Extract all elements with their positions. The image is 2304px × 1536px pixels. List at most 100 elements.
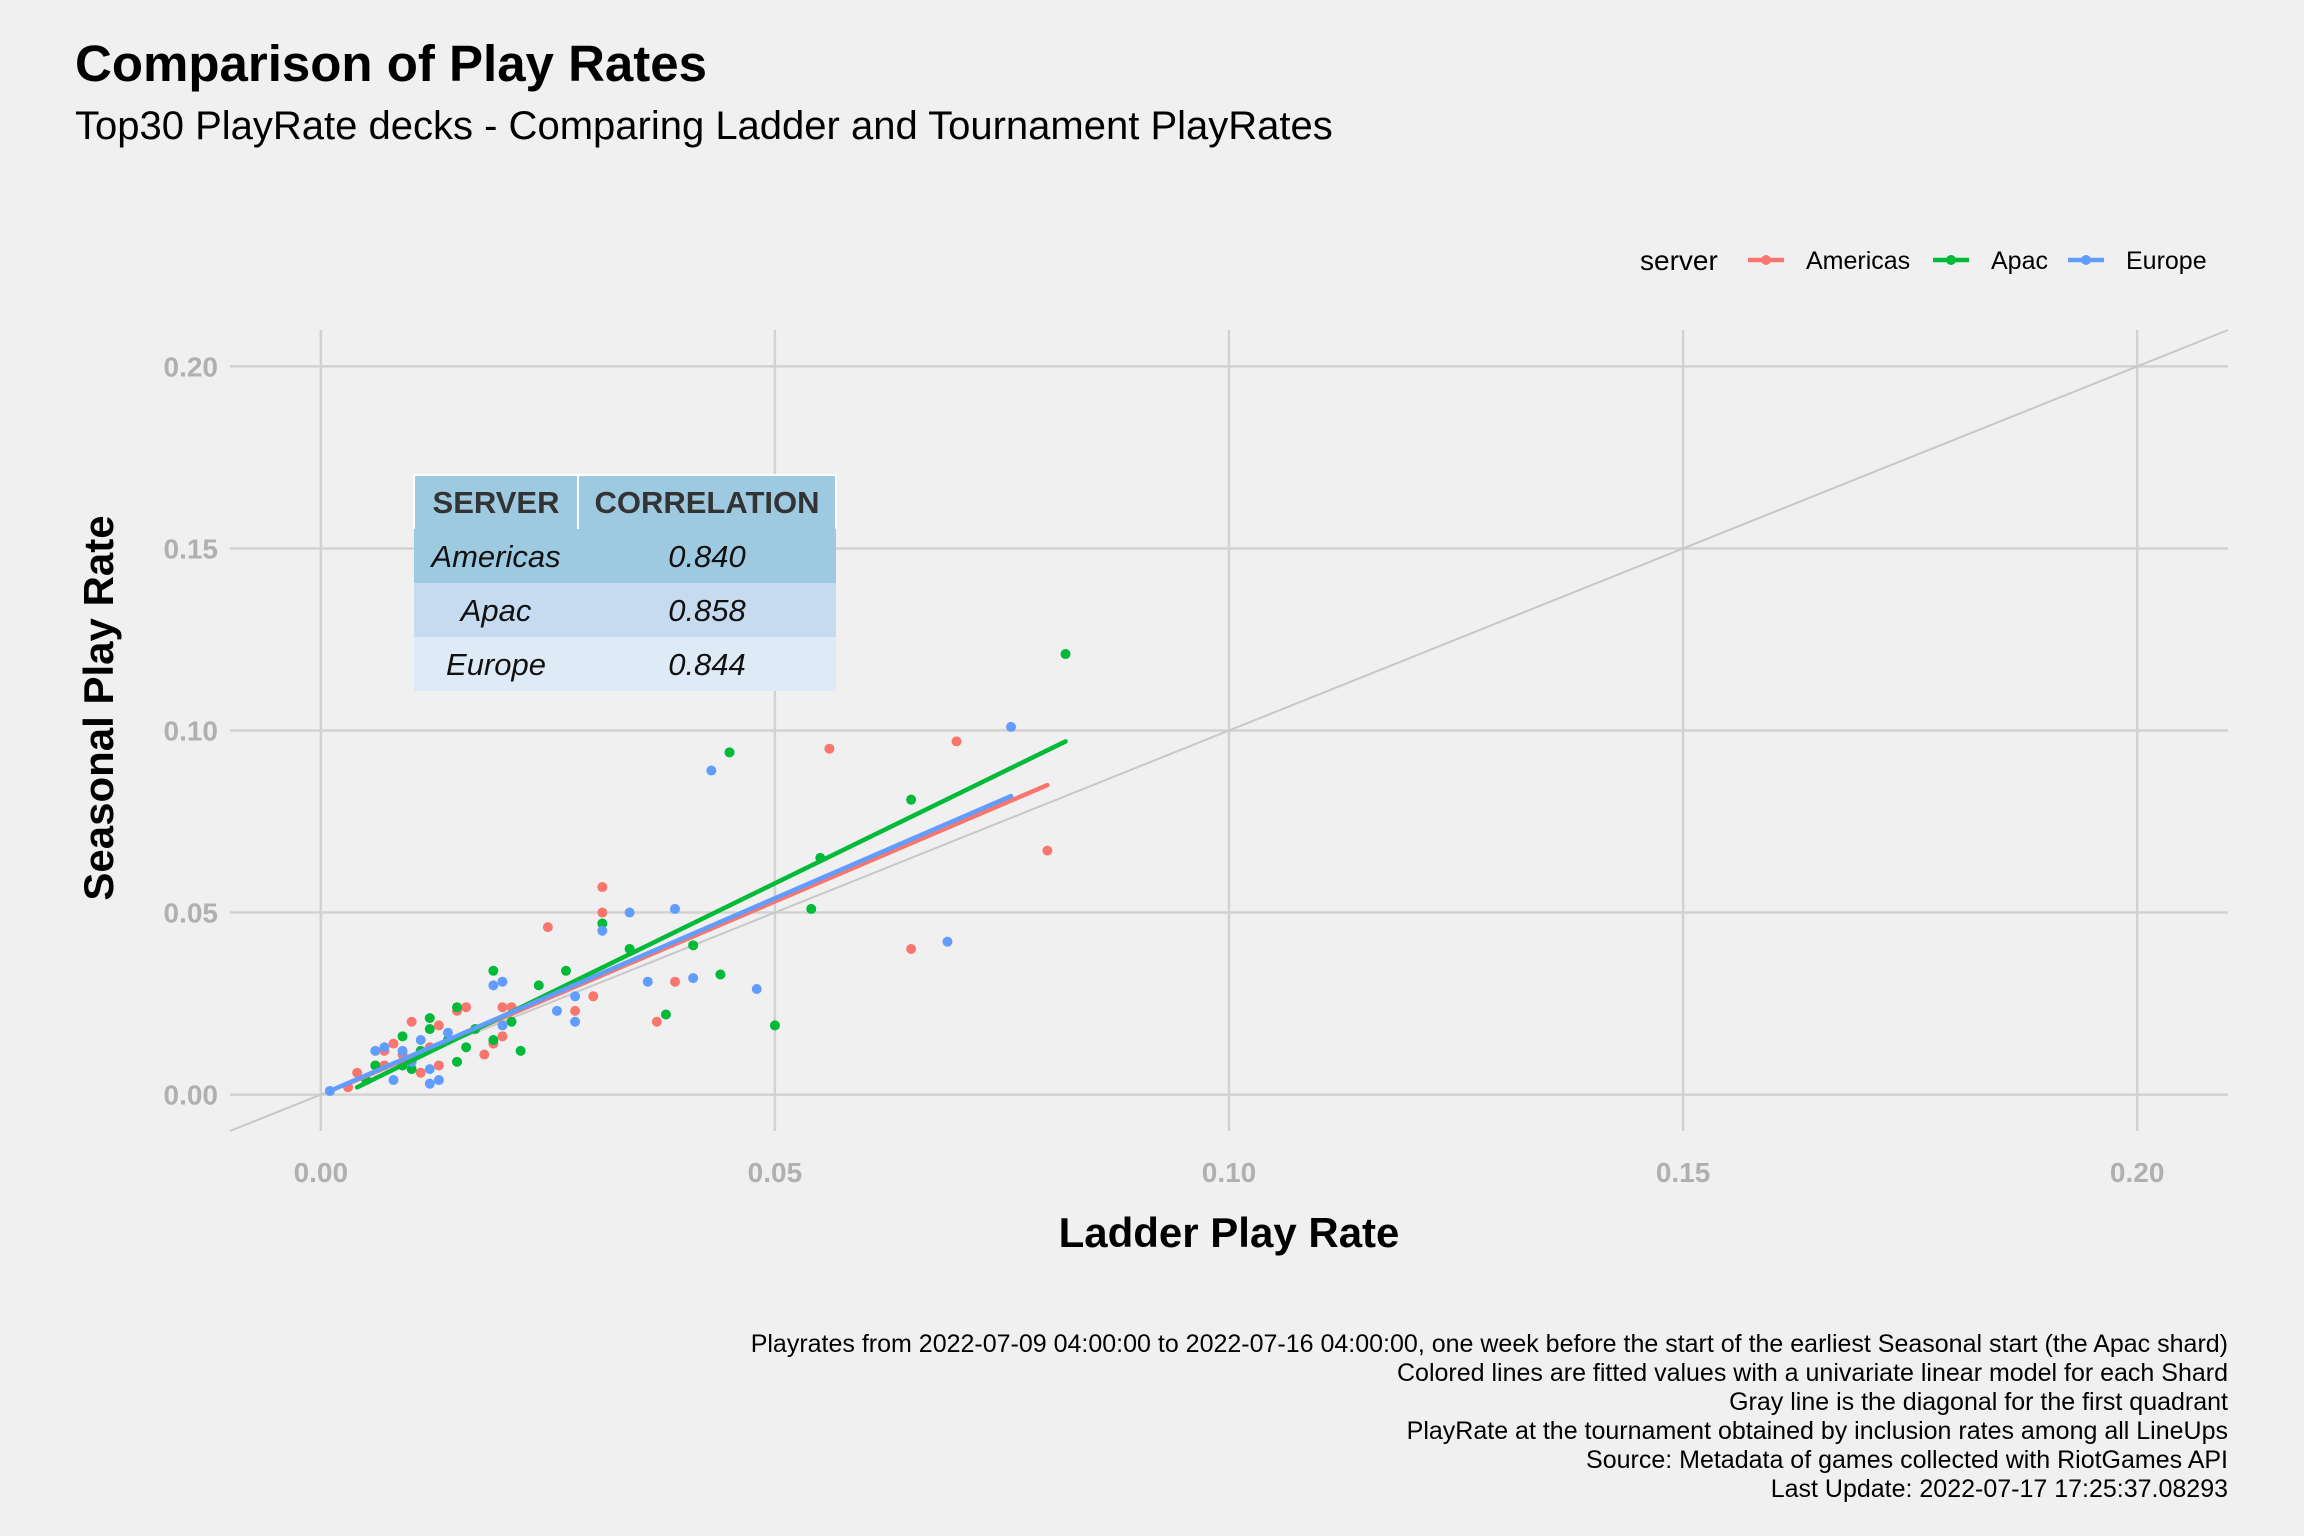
axis-tick-labels: 0.00 0.05 0.10 0.15 0.20 0.00 0.05 0.10 0.15 0.20 [164,351,2165,1188]
x-axis-title: Ladder Play Rate [1059,1209,1400,1256]
correlation-table: SERVER CORRELATION Americas 0.840 Apac 0.858 E… [413,474,837,691]
data-point-apac [515,1045,526,1056]
data-point-europe [942,936,953,947]
caption-line: Last Update: 2022-07-17 17:25:37.08293 [1771,1475,2228,1503]
data-point-apac [397,1031,408,1042]
data-point-apac [724,747,735,758]
legend-label: Americas [1806,247,1910,275]
table-header-cell [578,475,836,529]
data-point-europe [442,1027,453,1038]
data-point-americas [906,943,917,954]
data-point-europe [642,976,653,987]
data-point-americas [824,743,835,754]
data-point-europe [1006,721,1017,732]
data-point-americas [415,1067,426,1078]
y-tick-label: 0.15 [164,533,219,564]
table-header-cell [414,475,578,529]
data-point-europe [624,907,635,918]
legend-label: Apac [1991,247,2048,275]
data-point-europe [379,1042,390,1053]
data-point-europe [388,1075,399,1086]
data-point-apac [533,980,544,991]
x-tick-label: 0.00 [294,1157,349,1188]
legend-label: Europe [2126,247,2207,275]
legend-title: server [1640,245,1718,276]
legend-key-dot [1946,255,1956,265]
table-header-server: SERVER [433,485,560,520]
caption-line: Gray line is the diagonal for the first … [1729,1388,2228,1416]
data-point-europe [706,765,717,776]
data-point-europe [670,903,681,914]
table-cell-server: Europe [446,647,546,682]
caption-line: Colored lines are fitted values with a u… [1397,1359,2228,1387]
chart-subtitle: Top30 PlayRate decks - Comparing Ladder … [75,104,1333,148]
x-tick-label: 0.05 [748,1157,803,1188]
fit-lines [327,739,1068,1094]
data-point-europe [424,1078,435,1089]
table-row [414,637,836,691]
data-point-apac [424,1013,435,1024]
data-point-americas [570,1005,581,1016]
data-point-europe [751,984,762,995]
data-point-americas [497,1002,508,1013]
caption-line: Playrates from 2022-07-09 04:00:00 to 20… [751,1330,2228,1358]
table-cell-correlation: 0.858 [668,593,746,628]
data-point-apac [488,965,499,976]
data-point-europe [551,1005,562,1016]
x-tick-label: 0.20 [2110,1157,2165,1188]
data-point-americas [651,1016,662,1027]
data-point-americas [479,1049,490,1060]
data-point-europe [397,1045,408,1056]
data-point-apac [906,794,917,805]
data-point-americas [1042,845,1053,856]
data-point-apac [424,1024,435,1035]
data-point-americas [597,882,608,893]
legend-items: Americas Apac Europe [1748,247,2207,275]
table-row [414,529,836,583]
chart-title: Comparison of Play Rates [75,35,707,92]
table-row [414,583,836,637]
data-point-americas [433,1060,444,1071]
data-point-apac [806,903,817,914]
data-point-americas [542,922,553,933]
legend-key-dot [1761,255,1771,265]
caption-line: PlayRate at the tournament obtained by i… [1407,1417,2228,1445]
data-point-americas [497,1031,508,1042]
data-point-apac [769,1020,780,1031]
legend: server Americas Apac Europe [1640,245,2207,276]
table-cell-server: Apac [459,593,532,628]
data-point-apac [688,940,699,951]
table-cell-correlation: 0.840 [668,539,746,574]
data-point-americas [406,1016,417,1027]
data-point-apac [715,969,726,980]
data-point-americas [461,1002,472,1013]
data-point-europe [433,1075,444,1086]
data-point-europe [597,925,608,936]
data-point-apac [597,918,608,929]
data-point-americas [352,1067,363,1078]
data-point-europe [570,1016,581,1027]
data-point-apac [660,1009,671,1020]
data-point-europe [497,976,508,987]
scatter-points [324,649,1071,1096]
y-tick-label: 0.05 [164,898,219,929]
legend-key-dot [2081,255,2091,265]
data-point-europe [370,1045,381,1056]
data-point-europe [424,1064,435,1075]
diagonal-line [229,329,2229,1132]
data-point-apac [406,1064,417,1075]
data-point-europe [488,980,499,991]
data-point-apac [452,1002,463,1013]
y-tick-label: 0.10 [164,716,219,747]
data-point-europe [415,1034,426,1045]
data-point-americas [588,991,599,1002]
data-point-americas [951,736,962,747]
data-point-americas [388,1038,399,1049]
y-axis-title: Seasonal Play Rate [75,515,122,900]
y-tick-label: 0.20 [164,351,219,382]
caption: Playrates from 2022-07-09 04:00:00 to 20… [751,1330,2228,1503]
data-point-americas [597,907,608,918]
data-point-europe [688,973,699,984]
caption-line: Source: Metadata of games collected with… [1586,1446,2228,1474]
